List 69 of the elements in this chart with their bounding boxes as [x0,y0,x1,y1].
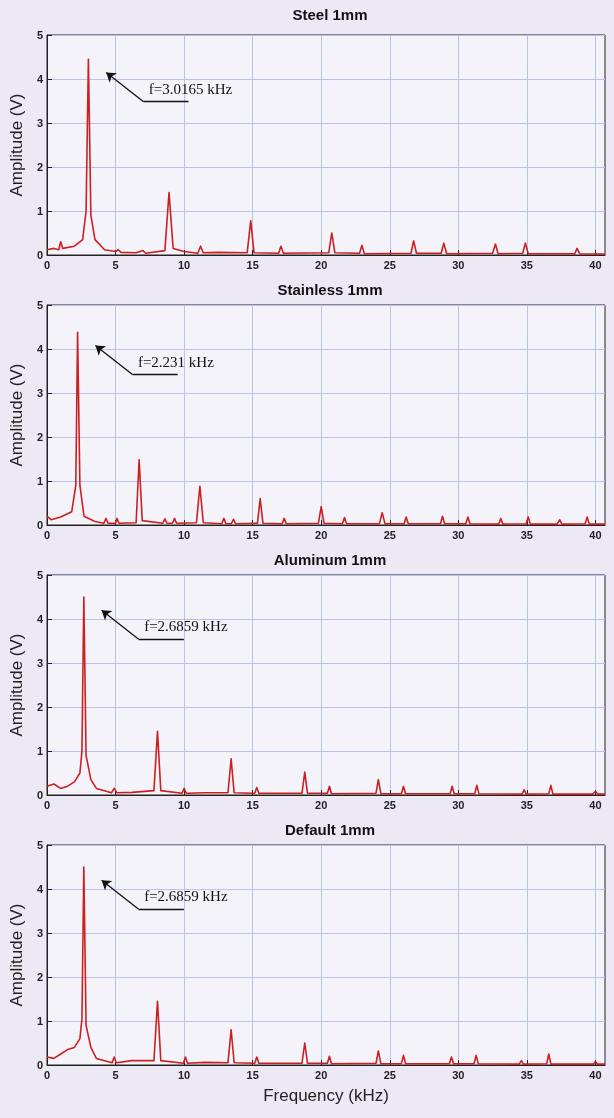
x-tick-label: 15 [246,1068,259,1081]
y-tick-label: 2 [36,161,43,173]
annotation: f=2.231 kHz [137,353,215,370]
x-axis-title: Frequency (kHz) [263,1086,389,1105]
y-axis-title: Amplitude (V) [7,363,26,467]
y-tick-label: 0 [36,789,43,801]
x-tick-label: 35 [520,798,533,811]
x-tick-label: 40 [589,798,602,811]
x-tick-label: 35 [520,528,533,541]
x-tick-label: 20 [315,798,328,811]
y-tick-label: 5 [36,569,43,581]
y-tick-label: 1 [36,205,43,217]
y-tick-label: 0 [36,1059,43,1071]
chart-title: Steel 1mm [292,6,368,23]
x-tick-label: 25 [383,1068,396,1081]
x-tick-label: 35 [520,1068,533,1081]
y-tick-label: 3 [36,927,43,939]
chart-title: Aluminum 1mm [273,551,387,568]
x-tick-label: 25 [383,258,396,271]
x-tick-label: 15 [246,258,259,271]
y-tick-label: 1 [36,745,43,757]
x-tick-label: 40 [589,258,602,271]
x-tick-label: 35 [520,258,533,271]
y-tick-label: 0 [36,519,43,531]
x-tick-label: 10 [177,798,191,811]
y-tick-label: 1 [36,1015,43,1027]
y-tick-label: 2 [36,431,43,443]
annotation: f=2.6859 kHz [144,888,228,905]
x-tick-label: 20 [315,258,328,271]
y-tick-label: 0 [36,249,43,261]
x-tick-label: 25 [383,798,396,811]
chart-title: Default 1mm [284,821,376,838]
x-tick-label: 5 [112,1068,119,1081]
x-tick-label: 15 [246,528,259,541]
chart-title: Stainless 1mm [277,281,383,298]
x-tick-label: 25 [383,528,396,541]
y-tick-label: 2 [36,971,43,983]
x-tick-label: 10 [177,528,191,541]
x-tick-label: 30 [452,798,465,811]
annotation: f=2.6859 kHz [144,618,228,635]
y-axis-title: Amplitude (V) [7,93,26,197]
y-tick-label: 4 [36,343,44,355]
y-tick-label: 3 [36,387,43,399]
y-axis-title: Amplitude (V) [7,903,26,1007]
y-tick-label: 4 [36,73,44,85]
y-tick-label: 3 [36,657,43,669]
x-tick-label: 40 [589,528,602,541]
x-tick-label: 5 [112,258,119,271]
y-tick-label: 5 [36,839,43,851]
x-tick-label: 30 [452,1068,465,1081]
x-tick-label: 10 [177,1068,191,1081]
y-tick-label: 2 [36,701,43,713]
annotation: f=3.0165 kHz [148,80,233,97]
y-tick-label: 5 [36,299,43,311]
x-tick-label: 20 [315,1068,328,1081]
x-tick-label: 40 [589,1068,602,1081]
x-tick-label: 20 [315,528,328,541]
y-tick-label: 1 [36,475,43,487]
x-tick-label: 30 [452,258,465,271]
x-tick-label: 30 [452,528,465,541]
y-tick-label: 4 [36,883,44,895]
x-tick-label: 5 [112,528,119,541]
y-axis-title: Amplitude (V) [7,633,26,737]
y-tick-label: 4 [36,613,44,625]
x-tick-label: 5 [112,798,119,811]
x-tick-label: 15 [246,798,259,811]
y-tick-label: 3 [36,117,43,129]
y-tick-label: 5 [36,29,43,41]
x-tick-label: 10 [177,258,191,271]
